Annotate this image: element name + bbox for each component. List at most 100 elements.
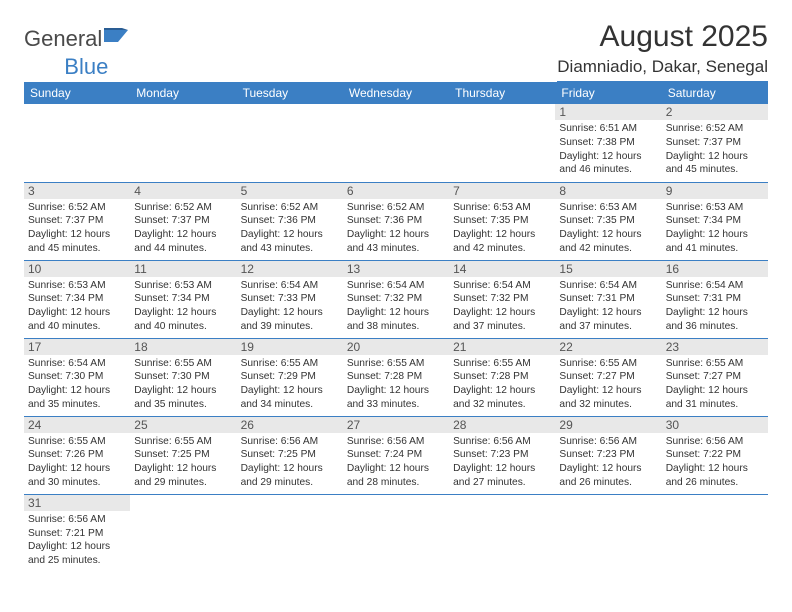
calendar-cell: 14 Sunrise: 6:54 AMSunset: 7:32 PMDayligh…: [449, 260, 555, 338]
calendar-cell: 12 Sunrise: 6:54 AMSunset: 7:33 PMDayligh…: [237, 260, 343, 338]
day-details: Sunrise: 6:54 AMSunset: 7:33 PMDaylight:…: [241, 279, 339, 334]
calendar-row: 17Sunrise: 6:54 AMSunset: 7:30 PMDayligh…: [24, 338, 768, 416]
calendar-cell: 21Sunrise: 6:55 AMSunset: 7:28 PMDayligh…: [449, 338, 555, 416]
day-number: 4: [130, 183, 236, 199]
calendar-cell: [237, 104, 343, 182]
calendar-cell: 29 Sunrise: 6:56 AMSunset: 7:23 PMDayligh…: [555, 416, 661, 494]
day-details: Sunrise: 6:53 AMSunset: 7:34 PMDaylight:…: [666, 201, 764, 256]
day-details: Sunrise: 6:53 AMSunset: 7:34 PMDaylight:…: [134, 279, 232, 334]
calendar-cell: 28 Sunrise: 6:56 AMSunset: 7:23 PMDayligh…: [449, 416, 555, 494]
day-details: Sunrise: 6:56 AMSunset: 7:25 PMDaylight:…: [241, 435, 339, 490]
day-details: Sunrise: 6:56 AMSunset: 7:22 PMDaylight:…: [666, 435, 764, 490]
day-details: Sunrise: 6:54 AMSunset: 7:32 PMDaylight:…: [347, 279, 445, 334]
day-details: Sunrise: 6:53 AMSunset: 7:34 PMDaylight:…: [28, 279, 126, 334]
day-number: 13: [343, 261, 449, 277]
day-number: 10: [24, 261, 130, 277]
day-number: 30: [662, 417, 768, 433]
calendar-cell: 16 Sunrise: 6:54 AMSunset: 7:31 PMDayligh…: [662, 260, 768, 338]
day-details: Sunrise: 6:55 AMSunset: 7:30 PMDaylight:…: [134, 357, 232, 412]
calendar-table: Sunday Monday Tuesday Wednesday Thursday…: [24, 82, 768, 572]
day-details: Sunrise: 6:53 AMSunset: 7:35 PMDaylight:…: [559, 201, 657, 256]
calendar-cell: 30 Sunrise: 6:56 AMSunset: 7:22 PMDayligh…: [662, 416, 768, 494]
calendar-cell: 22Sunrise: 6:55 AMSunset: 7:27 PMDayligh…: [555, 338, 661, 416]
day-details: Sunrise: 6:52 AMSunset: 7:36 PMDaylight:…: [347, 201, 445, 256]
day-number: 2: [662, 104, 768, 120]
logo-text-a: General: [24, 26, 102, 52]
calendar-cell: 20 Sunrise: 6:55 AMSunset: 7:28 PMDayligh…: [343, 338, 449, 416]
day-details: Sunrise: 6:54 AMSunset: 7:31 PMDaylight:…: [559, 279, 657, 334]
calendar-cell: [343, 494, 449, 572]
day-number: 14: [449, 261, 555, 277]
calendar-cell: 2 Sunrise: 6:52 AMSunset: 7:37 PMDaylight…: [662, 104, 768, 182]
day-number: 3: [24, 183, 130, 199]
day-number: 8: [555, 183, 661, 199]
day-details: Sunrise: 6:52 AMSunset: 7:37 PMDaylight:…: [666, 122, 764, 177]
day-details: Sunrise: 6:55 AMSunset: 7:29 PMDaylight:…: [241, 357, 339, 412]
day-details: Sunrise: 6:53 AMSunset: 7:35 PMDaylight:…: [453, 201, 551, 256]
calendar-cell: [555, 494, 661, 572]
day-details: Sunrise: 6:54 AMSunset: 7:32 PMDaylight:…: [453, 279, 551, 334]
calendar-cell: 25Sunrise: 6:55 AMSunset: 7:25 PMDayligh…: [130, 416, 236, 494]
calendar-row: 10Sunrise: 6:53 AMSunset: 7:34 PMDayligh…: [24, 260, 768, 338]
calendar-cell: 7 Sunrise: 6:53 AMSunset: 7:35 PMDaylight…: [449, 182, 555, 260]
day-details: Sunrise: 6:55 AMSunset: 7:28 PMDaylight:…: [453, 357, 551, 412]
calendar-row: 1 Sunrise: 6:51 AMSunset: 7:38 PMDaylight…: [24, 104, 768, 182]
day-number: 24: [24, 417, 130, 433]
day-details: Sunrise: 6:54 AMSunset: 7:31 PMDaylight:…: [666, 279, 764, 334]
calendar-cell: [343, 104, 449, 182]
day-number: 15: [555, 261, 661, 277]
day-number: 5: [237, 183, 343, 199]
flag-icon: [104, 24, 130, 50]
day-details: Sunrise: 6:56 AMSunset: 7:23 PMDaylight:…: [559, 435, 657, 490]
day-number: 9: [662, 183, 768, 199]
day-number: 7: [449, 183, 555, 199]
logo: General: [24, 20, 132, 52]
day-details: Sunrise: 6:51 AMSunset: 7:38 PMDaylight:…: [559, 122, 657, 177]
month-title: August 2025: [557, 20, 768, 53]
day-details: Sunrise: 6:56 AMSunset: 7:23 PMDaylight:…: [453, 435, 551, 490]
day-header-row: Sunday Monday Tuesday Wednesday Thursday…: [24, 82, 768, 104]
day-number: 23: [662, 339, 768, 355]
day-details: Sunrise: 6:55 AMSunset: 7:28 PMDaylight:…: [347, 357, 445, 412]
logo-text-b-wrap: GeneralBlue: [24, 54, 768, 80]
day-number: 16: [662, 261, 768, 277]
day-number: 20: [343, 339, 449, 355]
day-details: Sunrise: 6:52 AMSunset: 7:37 PMDaylight:…: [134, 201, 232, 256]
day-number: 22: [555, 339, 661, 355]
day-details: Sunrise: 6:55 AMSunset: 7:26 PMDaylight:…: [28, 435, 126, 490]
calendar-cell: 31Sunrise: 6:56 AMSunset: 7:21 PMDayligh…: [24, 494, 130, 572]
calendar-cell: 10 Sunrise: 6:53 AMSunset: 7:34 PMDayligh…: [24, 260, 130, 338]
calendar-row: 24 Sunrise: 6:55 AMSunset: 7:26 PMDayligh…: [24, 416, 768, 494]
calendar-cell: [24, 104, 130, 182]
calendar-cell: 23 Sunrise: 6:55 AMSunset: 7:27 PMDayligh…: [662, 338, 768, 416]
calendar-cell: [237, 494, 343, 572]
calendar-cell: [130, 104, 236, 182]
day-details: Sunrise: 6:54 AMSunset: 7:30 PMDaylight:…: [28, 357, 126, 412]
day-number: 1: [555, 104, 661, 120]
day-number: 11: [130, 261, 236, 277]
day-header: Thursday: [449, 82, 555, 104]
calendar-cell: 19Sunrise: 6:55 AMSunset: 7:29 PMDayligh…: [237, 338, 343, 416]
calendar-page: General August 2025 Diamniadio, Dakar, S…: [0, 0, 792, 592]
calendar-cell: 26 Sunrise: 6:56 AMSunset: 7:25 PMDayligh…: [237, 416, 343, 494]
calendar-cell: 1 Sunrise: 6:51 AMSunset: 7:38 PMDaylight…: [555, 104, 661, 182]
logo-text-b: Blue: [64, 54, 108, 79]
calendar-cell: 6Sunrise: 6:52 AMSunset: 7:36 PMDaylight…: [343, 182, 449, 260]
day-details: Sunrise: 6:55 AMSunset: 7:27 PMDaylight:…: [666, 357, 764, 412]
day-number: 18: [130, 339, 236, 355]
day-details: Sunrise: 6:52 AMSunset: 7:37 PMDaylight:…: [28, 201, 126, 256]
day-number: 27: [343, 417, 449, 433]
calendar-cell: 17Sunrise: 6:54 AMSunset: 7:30 PMDayligh…: [24, 338, 130, 416]
calendar-cell: 9 Sunrise: 6:53 AMSunset: 7:34 PMDaylight…: [662, 182, 768, 260]
day-number: 29: [555, 417, 661, 433]
day-header: Sunday: [24, 82, 130, 104]
day-number: 12: [237, 261, 343, 277]
calendar-row: 3Sunrise: 6:52 AMSunset: 7:37 PMDaylight…: [24, 182, 768, 260]
day-number: 28: [449, 417, 555, 433]
day-details: Sunrise: 6:52 AMSunset: 7:36 PMDaylight:…: [241, 201, 339, 256]
calendar-cell: 24 Sunrise: 6:55 AMSunset: 7:26 PMDayligh…: [24, 416, 130, 494]
calendar-cell: 13 Sunrise: 6:54 AMSunset: 7:32 PMDayligh…: [343, 260, 449, 338]
day-details: Sunrise: 6:56 AMSunset: 7:24 PMDaylight:…: [347, 435, 445, 490]
day-number: 26: [237, 417, 343, 433]
calendar-cell: 8 Sunrise: 6:53 AMSunset: 7:35 PMDaylight…: [555, 182, 661, 260]
